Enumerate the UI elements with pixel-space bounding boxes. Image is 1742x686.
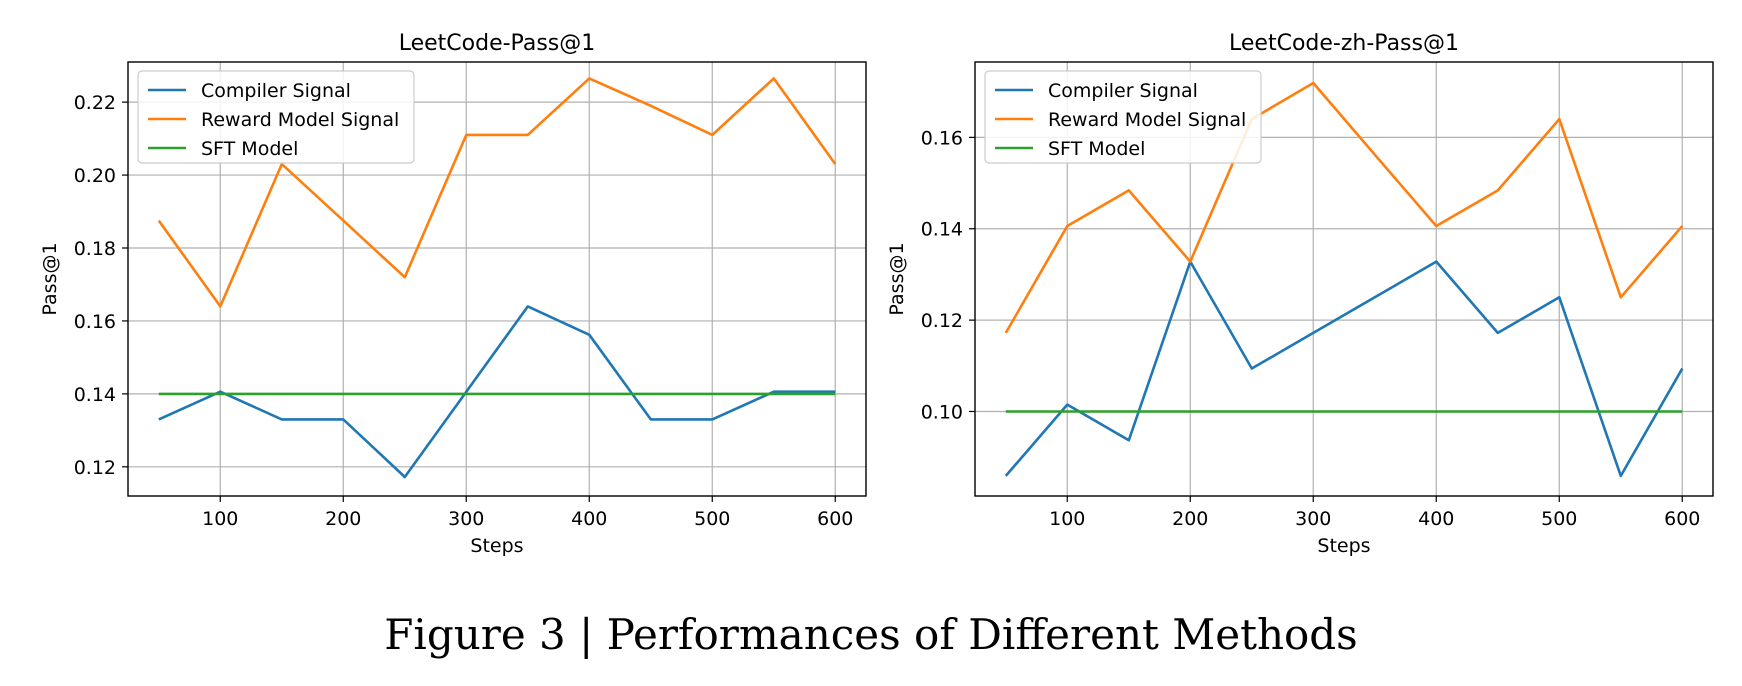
y-tick-label: 0.16 — [74, 311, 116, 333]
x-tick-label: 500 — [694, 508, 730, 530]
y-axis-label: Pass@1 — [39, 242, 61, 315]
series-line-compiler-signal — [158, 305, 836, 479]
x-tick-label: 400 — [1418, 508, 1454, 530]
x-tick-label: 300 — [448, 508, 484, 530]
x-axis-label: Steps — [1317, 535, 1370, 557]
y-tick-label: 0.12 — [921, 310, 963, 332]
legend-box — [137, 70, 415, 164]
x-tick-label: 500 — [1541, 508, 1577, 530]
series-line-compiler-signal — [1004, 260, 1684, 478]
legend-label: SFT Model — [201, 138, 298, 160]
figure-caption: Figure 3 | Performances of Different Met… — [384, 610, 1358, 659]
x-tick-label: 600 — [1664, 508, 1700, 530]
y-tick-label: 0.20 — [74, 165, 116, 187]
y-tick-label: 0.14 — [921, 219, 963, 241]
series-line-reward-model-signal — [157, 77, 837, 308]
y-tick-label: 0.12 — [74, 457, 116, 479]
x-tick-label: 600 — [817, 508, 853, 530]
x-tick-label: 200 — [325, 508, 361, 530]
legend-label: Compiler Signal — [201, 80, 351, 102]
legend: Compiler Signal Reward Model Signal SFT Mo… — [137, 70, 415, 164]
legend-box — [984, 70, 1262, 164]
legend-label: Reward Model Signal — [201, 109, 399, 131]
x-tick-label: 300 — [1295, 508, 1331, 530]
x-tick-label: 200 — [1172, 508, 1208, 530]
axes-frame — [127, 61, 867, 497]
chart-title: LeetCode-Pass@1 — [399, 31, 596, 56]
y-tick-label: 0.14 — [74, 384, 116, 406]
legend-label: SFT Model — [1048, 138, 1145, 160]
x-tick-label: 400 — [571, 508, 607, 530]
y-tick-label: 0.16 — [921, 127, 963, 149]
legend-label: Compiler Signal — [1048, 80, 1198, 102]
y-tick-label: 0.10 — [921, 401, 963, 423]
x-tick-label: 100 — [1049, 508, 1085, 530]
x-tick-label: 100 — [202, 508, 238, 530]
chart-1: 100 200 300 400 500 600 0.12 0.14 0.16 0.18 0.20 0.… — [39, 31, 867, 557]
axes-frame — [974, 61, 1714, 497]
chart-2: 100 200 300 400 500 600 0.10 0.12 0.14 0.16 LeetCo… — [886, 31, 1714, 557]
series-line-reward-model-signal — [1004, 81, 1684, 334]
y-tick-label: 0.22 — [74, 92, 116, 114]
y-axis-label: Pass@1 — [886, 242, 908, 315]
x-axis-label: Steps — [470, 535, 523, 557]
legend-label: Reward Model Signal — [1048, 109, 1246, 131]
y-tick-label: 0.18 — [74, 238, 116, 260]
legend: Compiler Signal Reward Model Signal SFT Mo… — [984, 70, 1262, 164]
chart-title: LeetCode-zh-Pass@1 — [1229, 31, 1459, 56]
